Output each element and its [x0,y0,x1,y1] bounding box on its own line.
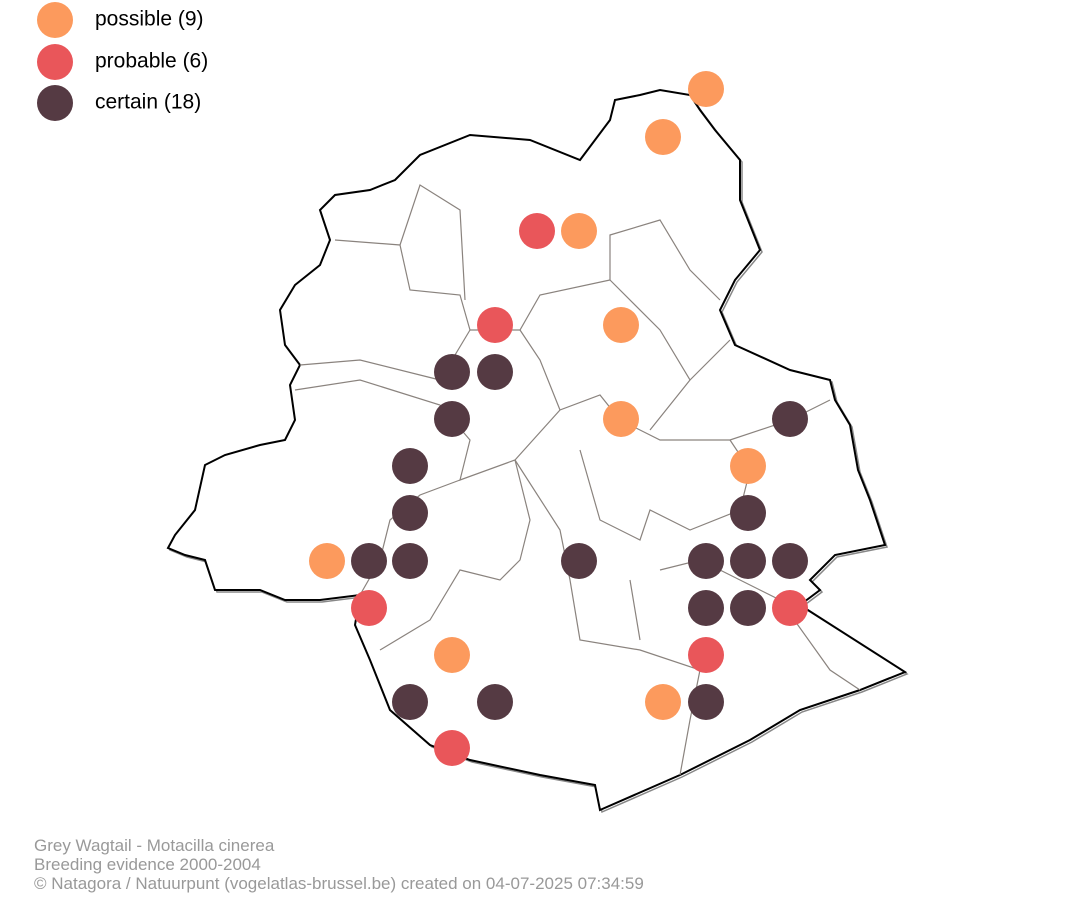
marker-certain [688,543,724,579]
marker-certain [730,495,766,531]
marker-probable [477,307,513,343]
marker-possible [309,543,345,579]
legend-swatch [37,85,73,121]
caption-line: © Natagora / Natuurpunt (vogelatlas-brus… [34,874,644,893]
legend-swatch [37,44,73,80]
marker-probable [772,590,808,626]
marker-certain [688,590,724,626]
region-outline [166,88,908,812]
marker-possible [730,448,766,484]
marker-probable [519,213,555,249]
marker-certain [477,684,513,720]
border [399,184,466,301]
caption: Grey Wagtail - Motacilla cinerea Breedin… [34,836,644,893]
marker-possible [603,307,639,343]
marker-certain [688,684,724,720]
marker-certain [392,495,428,531]
marker-certain [477,354,513,390]
marker-certain [434,401,470,437]
legend-label: certain (18) [95,91,201,114]
marker-possible [561,213,597,249]
marker-possible [645,684,681,720]
observation-markers [309,71,808,766]
border [519,279,691,431]
legend-swatch [37,2,73,38]
legend-label: possible (9) [95,8,204,31]
legend: possible (9) probable (6) certain (18) [37,2,208,121]
marker-possible [645,119,681,155]
border [379,459,531,651]
marker-probable [688,637,724,673]
caption-line: Grey Wagtail - Motacilla cinerea [34,836,275,855]
border [334,219,721,331]
marker-probable [351,590,387,626]
marker-certain [351,543,387,579]
marker-certain [561,543,597,579]
marker-probable [434,730,470,766]
marker-certain [392,448,428,484]
marker-certain [434,354,470,390]
marker-certain [730,590,766,626]
marker-possible [688,71,724,107]
marker-certain [730,543,766,579]
marker-possible [603,401,639,437]
marker-certain [392,684,428,720]
legend-label: probable (6) [95,50,208,73]
caption-line: Breeding evidence 2000-2004 [34,855,261,874]
marker-possible [434,637,470,673]
marker-certain [772,543,808,579]
marker-certain [772,401,808,437]
marker-certain [392,543,428,579]
